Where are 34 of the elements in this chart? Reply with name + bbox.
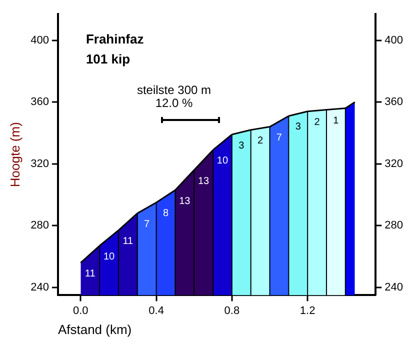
x-tick-label: 0.8 [224, 304, 240, 317]
series-label: 13 [198, 176, 210, 187]
y2-tick-label: 240 [384, 282, 404, 294]
series-label: 11 [122, 236, 134, 248]
series-label: 2 [314, 117, 320, 128]
series-label: 8 [162, 208, 169, 220]
series-label: 13 [179, 196, 191, 207]
x-axis-title: Afstand (km) [58, 322, 132, 337]
y2-tick-label: 400 [384, 34, 404, 46]
y-tick-label: 360 [30, 96, 49, 108]
y2-tick-label: 280 [384, 220, 404, 232]
series-label: 7 [276, 132, 282, 144]
y-tick-label: 320 [30, 158, 49, 170]
y-tick-label: 400 [30, 34, 49, 46]
series-label: 1 [333, 116, 340, 127]
series-label: 7 [144, 219, 150, 230]
y-tick-label: 280 [30, 220, 49, 232]
y-tick-label: 240 [30, 282, 49, 294]
text: 101 kip [86, 52, 130, 67]
y-axis-title: Hoogte (m) [7, 122, 22, 188]
series-label: 2 [258, 136, 264, 147]
series-label: 10 [103, 252, 116, 263]
y2-tick-label: 360 [384, 96, 404, 108]
x-tick-label: 0.4 [148, 304, 164, 317]
x-tick-label: 1.2 [300, 304, 316, 317]
series-label: 3 [295, 122, 302, 133]
x-tick-label: 0.0 [72, 304, 88, 317]
series-label: 11 [84, 268, 96, 280]
series-label: 3 [238, 140, 245, 152]
annotation: steilste 300 m [136, 83, 212, 97]
text: Frahinfaz [86, 32, 144, 47]
series-label: 10 [216, 156, 228, 167]
annotation: 12.0 % [154, 96, 194, 110]
y2-tick-label: 320 [384, 158, 404, 170]
